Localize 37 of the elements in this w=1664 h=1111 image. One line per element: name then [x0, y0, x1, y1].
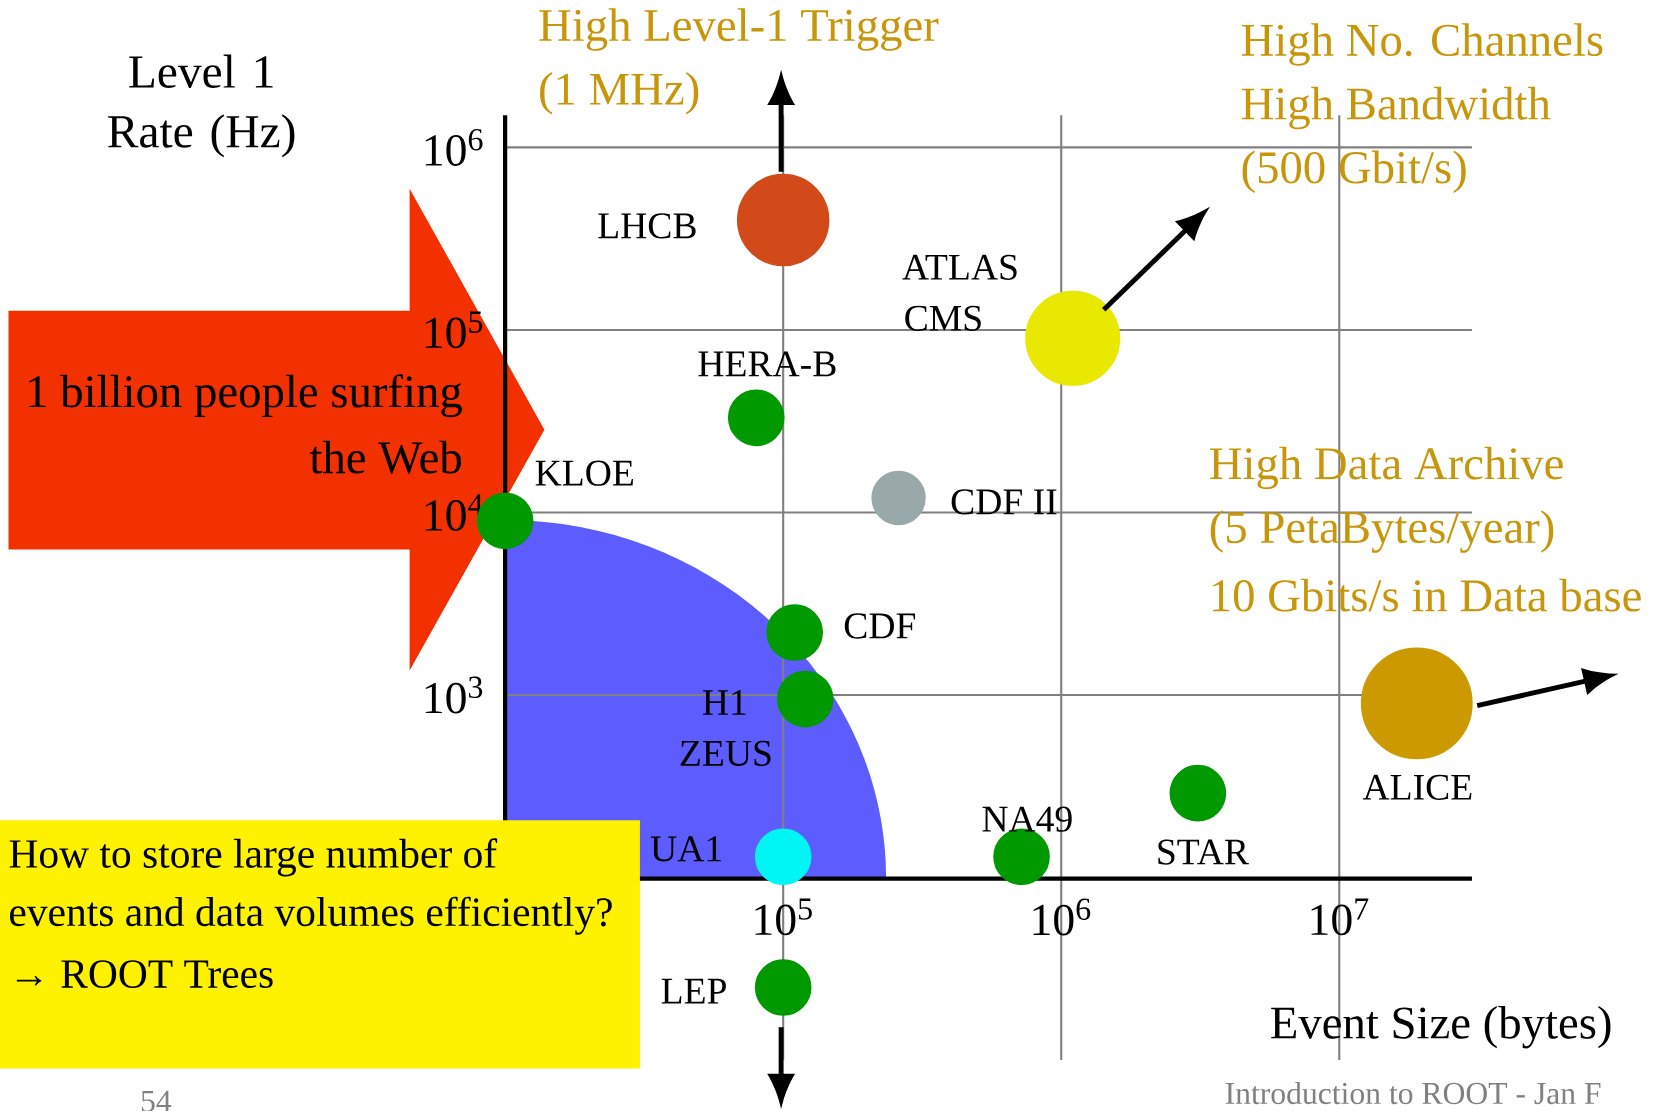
y-tick-label: 10$^{3}$ — [425, 676, 483, 714]
x-axis-title: Event Size (bytes) — [1271, 1005, 1611, 1049]
annotation: KLOE — [535, 460, 633, 486]
annotation: (5 PetaBytes/year) — [1210, 510, 1554, 553]
annotation: CMS — [905, 305, 981, 331]
x-tick-label: 10$^{5}$ — [755, 898, 812, 936]
text: the Web — [309, 440, 461, 474]
annotation: NA49 — [982, 806, 1072, 832]
annotation: HERA-B — [698, 351, 836, 377]
annotation: STAR — [1158, 839, 1249, 865]
y-tick-label: 10$^{5}$ — [425, 311, 483, 349]
text: 54 — [141, 1090, 172, 1111]
text: High Level-1 Trigger — [539, 8, 939, 51]
annotation: CDF II — [951, 489, 1057, 515]
annotation: High Data Archive — [1210, 446, 1563, 490]
y-axis-title: Level 1 Rate (Hz) — [108, 54, 295, 158]
annotation: H1 — [702, 690, 746, 715]
x-tick-label: 10$^{6}$ — [1033, 898, 1091, 936]
text: High No. Channels — [1241, 23, 1603, 66]
text: (1 MHz) — [540, 72, 699, 115]
annotation: UA1 — [650, 836, 721, 862]
annotation: ALICE — [1362, 774, 1472, 800]
text: 1 billion people surfing — [29, 374, 462, 418]
annotation: events and data volumes efficiently? — [10, 896, 612, 935]
text: How to store large number of — [9, 838, 498, 877]
annotation: CDF — [844, 613, 916, 639]
annotation: High Bandwidth — [1241, 86, 1551, 130]
annotation: LHCB — [598, 213, 696, 239]
annotation: ZEUS — [680, 740, 771, 767]
annotation: (500 Gbit/s) — [1242, 150, 1466, 194]
annotation: ATLAS — [902, 254, 1017, 280]
x-tick-label: 10$^{7}$ — [1311, 898, 1369, 936]
text: → ROOT Trees — [16, 960, 273, 989]
y-tick-label: 10$^{6}$ — [425, 128, 483, 166]
text: Introduction to ROOT - Jan F — [1225, 1081, 1601, 1105]
annotation: LEP — [661, 978, 726, 1004]
annotation: 10 Gbits/s in Data base — [1212, 578, 1641, 612]
